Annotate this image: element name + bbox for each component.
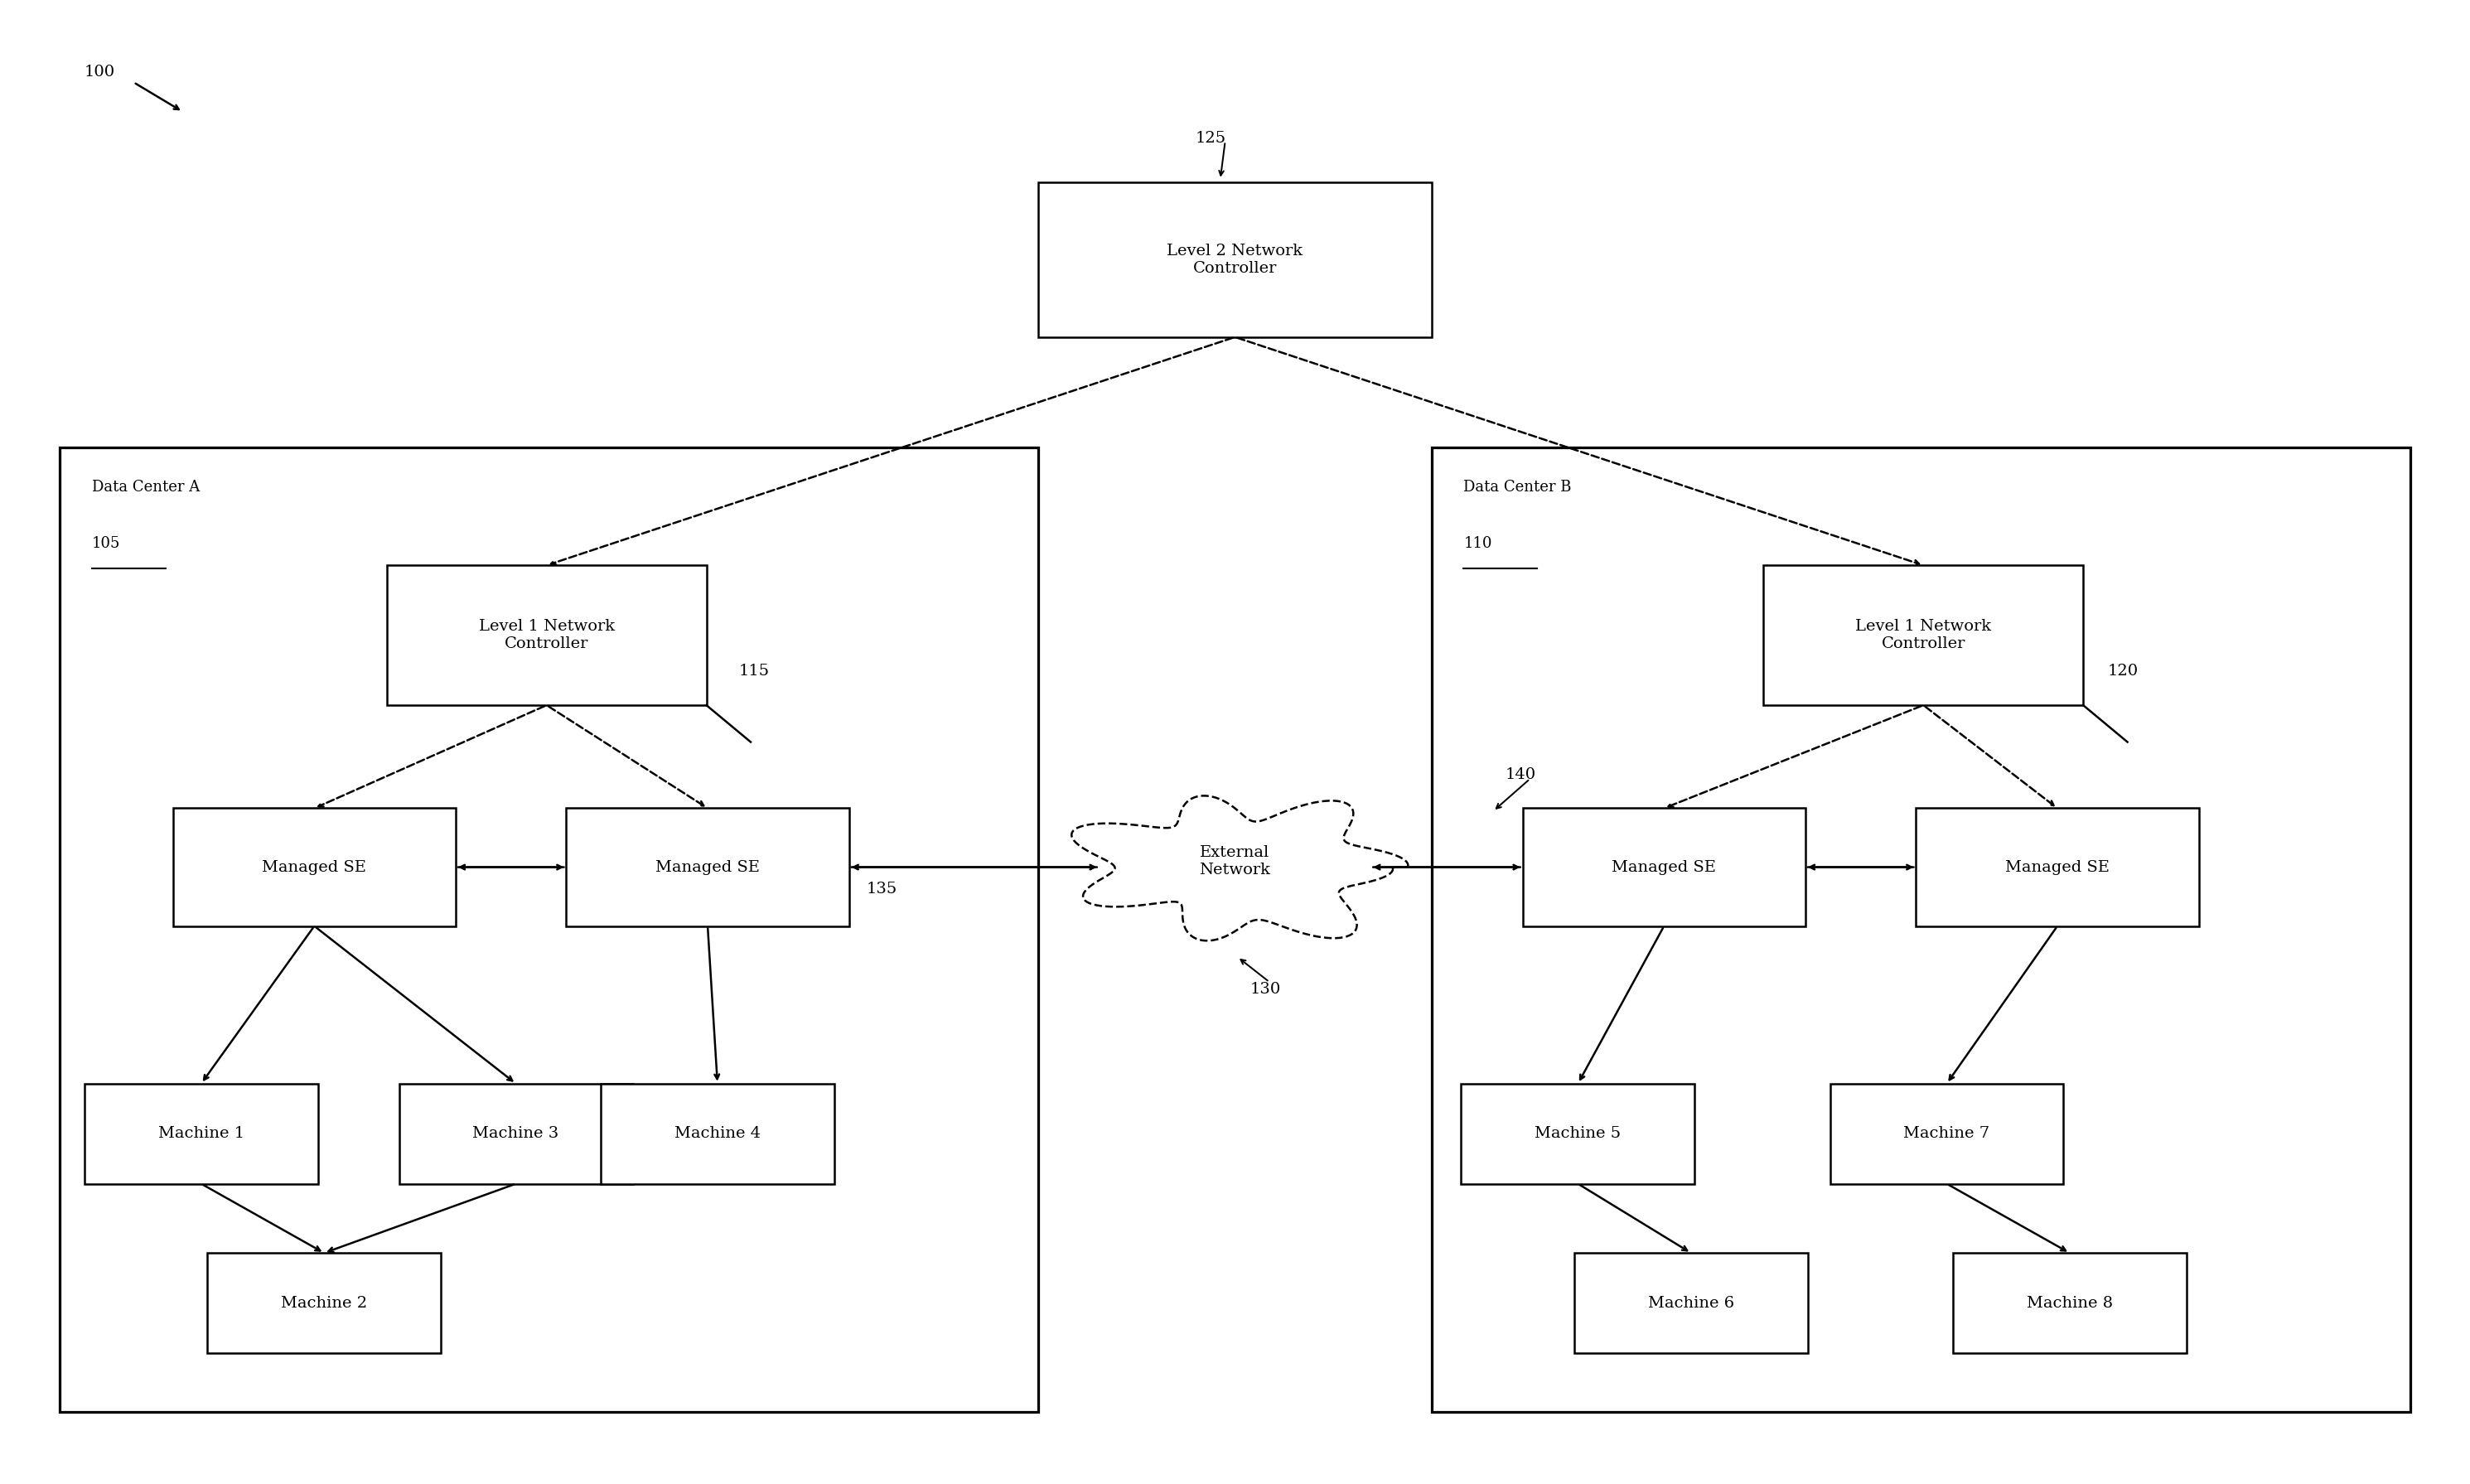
Text: Machine 6: Machine 6 bbox=[1647, 1296, 1734, 1310]
FancyBboxPatch shape bbox=[207, 1252, 442, 1353]
FancyBboxPatch shape bbox=[1573, 1252, 1808, 1353]
Text: Managed SE: Managed SE bbox=[1613, 859, 1717, 874]
Text: 115: 115 bbox=[739, 663, 768, 678]
Text: 140: 140 bbox=[1504, 767, 1536, 782]
Text: Level 1 Network
Controller: Level 1 Network Controller bbox=[1855, 619, 1991, 651]
FancyBboxPatch shape bbox=[1954, 1252, 2186, 1353]
FancyBboxPatch shape bbox=[566, 809, 850, 926]
Text: Level 1 Network
Controller: Level 1 Network Controller bbox=[479, 619, 615, 651]
FancyBboxPatch shape bbox=[1522, 809, 1806, 926]
Text: Machine 5: Machine 5 bbox=[1534, 1126, 1620, 1141]
FancyBboxPatch shape bbox=[1764, 565, 2082, 705]
Text: 135: 135 bbox=[867, 881, 897, 896]
Text: Data Center A: Data Center A bbox=[91, 479, 200, 494]
Text: Level 2 Network
Controller: Level 2 Network Controller bbox=[1166, 243, 1304, 276]
Text: Machine 1: Machine 1 bbox=[158, 1126, 245, 1141]
Text: 125: 125 bbox=[1195, 131, 1228, 145]
FancyBboxPatch shape bbox=[1433, 448, 2411, 1411]
Text: Machine 8: Machine 8 bbox=[2025, 1296, 2112, 1310]
Text: Machine 4: Machine 4 bbox=[674, 1126, 761, 1141]
Polygon shape bbox=[1072, 795, 1408, 941]
FancyBboxPatch shape bbox=[84, 1083, 319, 1184]
Text: 130: 130 bbox=[1250, 982, 1279, 997]
FancyBboxPatch shape bbox=[1830, 1083, 2062, 1184]
Text: Machine 7: Machine 7 bbox=[1904, 1126, 1991, 1141]
Text: Data Center B: Data Center B bbox=[1465, 479, 1571, 494]
FancyBboxPatch shape bbox=[173, 809, 454, 926]
FancyBboxPatch shape bbox=[388, 565, 706, 705]
FancyBboxPatch shape bbox=[600, 1083, 835, 1184]
Text: External
Network: External Network bbox=[1200, 846, 1270, 877]
Text: 105: 105 bbox=[91, 536, 121, 551]
FancyBboxPatch shape bbox=[59, 448, 1037, 1411]
Text: 120: 120 bbox=[2107, 663, 2139, 678]
Text: Machine 2: Machine 2 bbox=[282, 1296, 368, 1310]
FancyBboxPatch shape bbox=[400, 1083, 632, 1184]
FancyBboxPatch shape bbox=[1037, 183, 1433, 337]
FancyBboxPatch shape bbox=[1462, 1083, 1694, 1184]
Text: Machine 3: Machine 3 bbox=[472, 1126, 558, 1141]
Text: 110: 110 bbox=[1465, 536, 1492, 551]
Text: 100: 100 bbox=[84, 65, 116, 80]
Text: Managed SE: Managed SE bbox=[262, 859, 366, 874]
FancyBboxPatch shape bbox=[1917, 809, 2198, 926]
Text: Managed SE: Managed SE bbox=[2006, 859, 2109, 874]
Text: Managed SE: Managed SE bbox=[655, 859, 761, 874]
